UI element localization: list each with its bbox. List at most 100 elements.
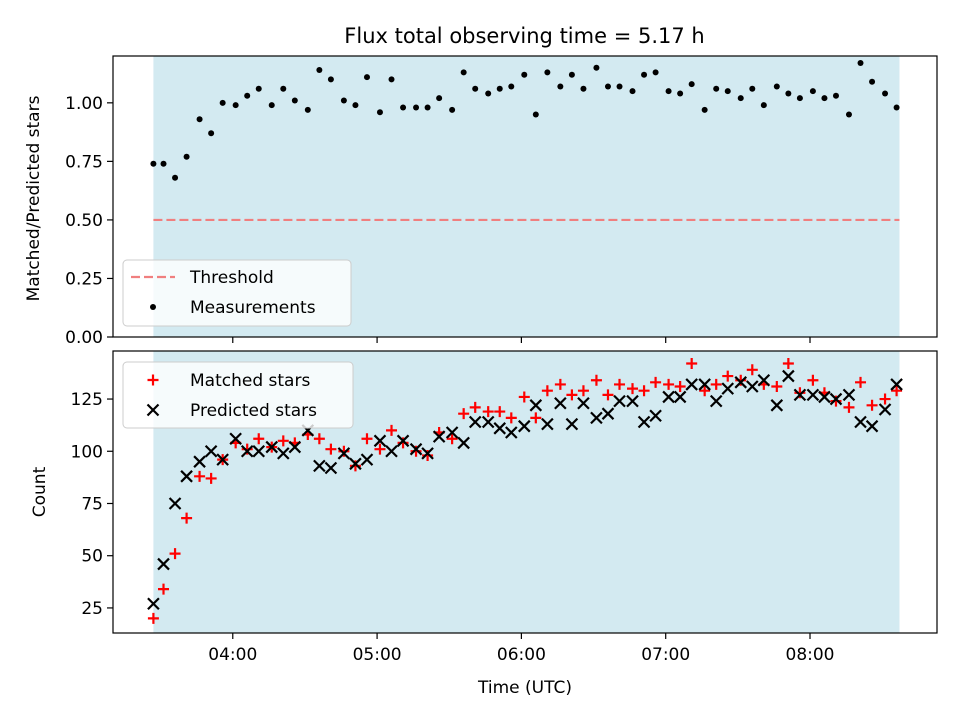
predicted-star-point [698,378,711,391]
matched-star-point [169,548,181,560]
measurement-point [641,71,648,78]
matched-star-point [843,401,855,413]
predicted-star-point [565,417,579,431]
measurement-point [796,95,803,102]
measurement-point [196,116,203,123]
x-tick-label: 05:00 [353,645,402,665]
matched-star-point [325,443,337,455]
top-y-axis-label: Matched/Predicted stars [24,95,44,301]
predicted-star-point [793,388,807,402]
measurement-point [882,90,889,97]
predicted-star-point [396,434,410,448]
predicted-star-point [493,422,507,435]
predicted-star-point [782,369,795,383]
matched-star-point [699,385,711,397]
chart-title: Flux total observing time = 5.17 h [344,24,704,48]
measurement-point [291,97,298,104]
matched-star-point [879,393,891,405]
measurement-point [316,67,323,74]
predicted-star-point [277,447,290,460]
measurement-point [532,111,539,118]
measurement-point [232,102,239,109]
measurement-point [268,102,275,109]
matched-star-point [147,612,159,624]
predicted-star-point [685,378,698,391]
top-y-tick-label: 0.75 [65,152,103,172]
matched-star-point [807,374,819,386]
predicted-star-point [505,426,518,439]
predicted-star-point [626,394,639,408]
matched-star-point [577,385,589,397]
bottom-x-ticks: 04:00 05:00 06:00 07:00 08:00 [208,633,835,665]
bottom-y-tick-label: 100 [71,442,103,462]
bottom-y-tick-label: 25 [81,599,103,619]
matched-star-point [494,406,506,418]
matched-star-point [650,376,662,388]
predicted-star-point [806,388,820,402]
matched-star-point [771,381,783,393]
predicted-star-point [842,388,856,402]
bottom-axes-frame [112,350,938,634]
measurement-point [424,104,431,111]
predicted-star-point [637,415,651,429]
matched-star-point [602,389,614,401]
measurement-point [568,71,575,78]
top-y-tick-label: 0.50 [65,211,103,231]
predicted-star-point [193,455,206,468]
measurement-point [160,160,167,167]
measurement-point [785,90,792,97]
measurement-point [388,76,395,83]
predicted-star-point [252,444,266,458]
measurement-point [688,81,695,88]
bottom-legend: Matched stars Predicted stars [122,361,354,429]
legend-threshold-label: Threshold [189,268,274,288]
measurement-point [327,76,334,83]
matched-star-point [566,389,578,401]
predicted-star-point [409,442,423,456]
legend-matched-label: Matched stars [190,371,310,391]
predicted-star-point [554,396,567,410]
predicted-star-point [313,459,326,473]
matched-star-point [614,378,626,390]
matched-star-point [541,385,553,397]
measurement-point [869,78,876,85]
bottom-y-tick-label: 75 [81,494,103,514]
predicted-star-point [288,440,302,454]
bottom-legend-box [122,361,354,429]
predicted-star-point [890,378,903,391]
measurement-point [845,111,852,118]
measurement-point [580,85,587,92]
matched-star-point [735,374,747,386]
matched-star-point [855,376,867,388]
matched-star-point [181,512,193,524]
matched-star-point [590,374,602,386]
matched-star-point [446,433,458,445]
predicted-star-point [204,444,218,458]
matched-star-point [674,381,686,393]
measurement-point [616,83,623,90]
measurement-point [737,95,744,102]
matched-star-point [386,424,398,436]
matched-star-point [458,408,470,420]
measurement-point [280,85,287,92]
predicted-star-point [829,392,843,406]
measurement-point [821,95,828,102]
matched-star-point [638,385,650,397]
predicted-star-point [445,426,459,439]
predicted-star-point [324,461,338,475]
matched-star-point [194,470,206,482]
top-legend: Threshold Measurements [122,259,352,327]
measurement-point [544,69,551,76]
predicted-star-point [577,396,590,410]
matched-star-point [349,460,361,472]
measurement-point [472,85,479,92]
legend-matched-swatch [147,374,159,386]
bottom-y-axis-label: Count [30,466,50,517]
matched-star-point [158,583,170,595]
measurement-point [701,106,708,113]
measurement-point [760,102,767,109]
measurement-point [496,85,503,92]
measurement-point [376,109,383,116]
bottom-y-tick-label: 50 [81,547,103,567]
